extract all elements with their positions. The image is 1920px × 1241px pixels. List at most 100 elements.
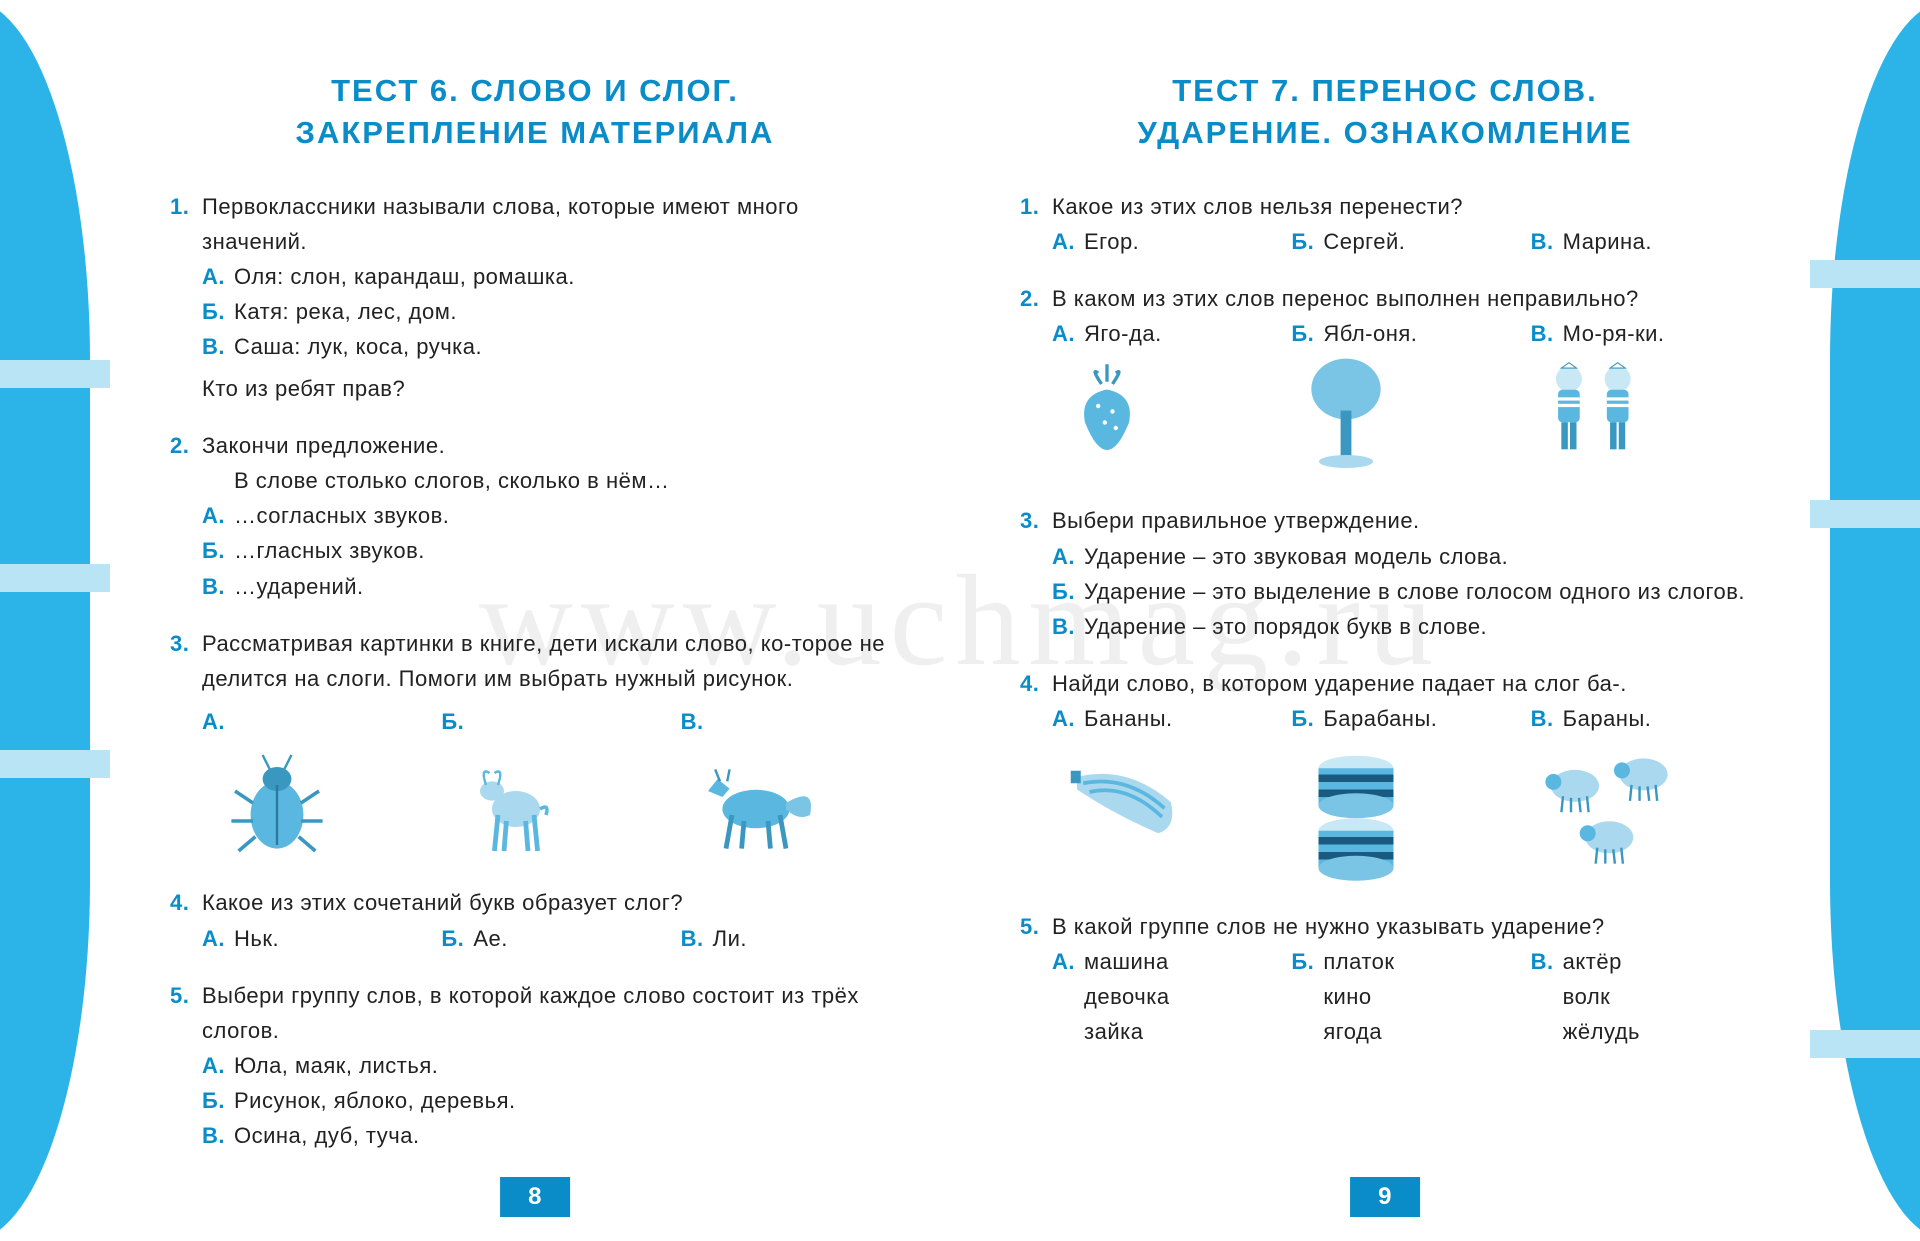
q-num: 1.: [1020, 189, 1052, 224]
opt-text: Мо-ря-ки.: [1563, 316, 1665, 351]
page-title-left: ТЕСТ 6. СЛОВО И СЛОГ. ЗАКРЕПЛЕНИЕ МАТЕРИ…: [170, 70, 900, 154]
opt-letter: Б.: [202, 1083, 234, 1118]
question-4: 4.Найди слово, в котором ударение падает…: [1020, 666, 1750, 886]
q-num: 5.: [1020, 909, 1052, 944]
opt-text: Катя: река, лес, дом.: [234, 294, 900, 329]
opt-letter: Б.: [1291, 944, 1323, 979]
q-num: 5.: [170, 978, 202, 1048]
q-body: В каком из этих слов перенос выполнен не…: [1052, 281, 1750, 316]
question-2: 2.Закончи предложение. В слове столько с…: [170, 428, 900, 604]
q-intro: В слове столько слогов, сколько в нём…: [170, 463, 900, 498]
opt-text: Ли.: [713, 921, 747, 956]
opt-text: Оля: слон, карандаш, ромашка.: [234, 259, 900, 294]
word-item: девочка: [1052, 979, 1271, 1014]
word-item: волк: [1531, 979, 1750, 1014]
opt-letter: В.: [202, 569, 234, 604]
opt-letter: А.: [1052, 224, 1084, 259]
opt-letter: Б.: [441, 704, 473, 739]
q-body: Выбери правильное утверждение.: [1052, 503, 1750, 538]
opt-letter: А.: [1052, 701, 1084, 736]
opt-letter: В.: [681, 704, 713, 739]
opt-text: …ударений.: [234, 569, 900, 604]
title-line: ТЕСТ 6. СЛОВО И СЛОГ.: [170, 70, 900, 112]
opt-text: Бараны.: [1563, 701, 1652, 736]
opt-text: Юла, маяк, листья.: [234, 1048, 900, 1083]
page-number: 9: [1350, 1177, 1420, 1217]
opt-text: Сергей.: [1323, 224, 1405, 259]
tree-icon: [1291, 351, 1401, 481]
q-num: 4.: [1020, 666, 1052, 701]
opt-letter: А.: [1052, 316, 1084, 351]
q-body: В какой группе слов не нужно указывать у…: [1052, 909, 1750, 944]
opt-letter: В.: [1531, 316, 1563, 351]
q-body: Какое из этих слов нельзя перенести?: [1052, 189, 1750, 224]
question-2: 2.В каком из этих слов перенос выполнен …: [1020, 281, 1750, 481]
opt-text: машина: [1084, 944, 1169, 979]
q-num: 4.: [170, 885, 202, 920]
question-4: 4.Какое из этих сочетаний букв образует …: [170, 885, 900, 955]
q-num: 2.: [1020, 281, 1052, 316]
opt-letter: Б.: [1291, 701, 1323, 736]
page-number: 8: [500, 1177, 570, 1217]
q-body: Найди слово, в котором ударение падает н…: [1052, 666, 1750, 701]
opt-letter: А.: [202, 1048, 234, 1083]
question-1: 1.Какое из этих слов нельзя перенести? А…: [1020, 189, 1750, 259]
title-line: УДАРЕНИЕ. ОЗНАКОМЛЕНИЕ: [1020, 112, 1750, 154]
opt-letter: Б.: [1291, 316, 1323, 351]
q-num: 1.: [170, 189, 202, 259]
q-body: Закончи предложение.: [202, 428, 900, 463]
drums-icon: [1291, 737, 1421, 887]
followup: Кто из ребят прав?: [170, 371, 900, 406]
opt-letter: Б.: [441, 921, 473, 956]
opt-text: Ударение – это порядок букв в слове.: [1084, 609, 1750, 644]
word-item: кино: [1291, 979, 1510, 1014]
goat-icon: [441, 743, 591, 863]
q-body: Выбери группу слов, в которой каждое сло…: [202, 978, 900, 1048]
opt-letter: А.: [202, 704, 234, 739]
opt-letter: В.: [202, 1118, 234, 1153]
opt-letter: В.: [681, 921, 713, 956]
sheep-icon: [1531, 737, 1691, 877]
bananas-icon: [1052, 737, 1202, 867]
question-3: 3.Выбери правильное утверждение. А.Ударе…: [1020, 503, 1750, 644]
opt-text: Осина, дуб, туча.: [234, 1118, 900, 1153]
title-line: ТЕСТ 7. ПЕРЕНОС СЛОВ.: [1020, 70, 1750, 112]
opt-text: платок: [1323, 944, 1394, 979]
opt-text: …гласных звуков.: [234, 533, 900, 568]
opt-text: Ударение – это звуковая модель слова.: [1084, 539, 1750, 574]
q-num: 3.: [1020, 503, 1052, 538]
opt-text: Ньк.: [234, 921, 279, 956]
q-body: Первоклассники называли слова, которые и…: [202, 189, 900, 259]
opt-text: Яго-да.: [1084, 316, 1162, 351]
opt-text: Барабаны.: [1323, 701, 1437, 736]
opt-letter: Б.: [1052, 574, 1084, 609]
word-item: ягода: [1291, 1014, 1510, 1049]
opt-text: Ябл-оня.: [1323, 316, 1417, 351]
question-1: 1.Первоклассники называли слова, которые…: [170, 189, 900, 406]
q-num: 3.: [170, 626, 202, 696]
opt-text: …согласных звуков.: [234, 498, 900, 533]
opt-letter: А.: [1052, 539, 1084, 574]
word-item: жёлудь: [1531, 1014, 1750, 1049]
opt-text: Егор.: [1084, 224, 1139, 259]
opt-letter: Б.: [1291, 224, 1323, 259]
opt-letter: Б.: [202, 533, 234, 568]
opt-letter: Б.: [202, 294, 234, 329]
opt-letter: А.: [1052, 944, 1084, 979]
question-3: 3.Рассматривая картинки в книге, дети ис…: [170, 626, 900, 864]
opt-text: Рисунок, яблоко, деревья.: [234, 1083, 900, 1118]
fox-icon: [681, 743, 831, 863]
opt-letter: В.: [1531, 701, 1563, 736]
strawberry-icon: [1052, 351, 1162, 461]
opt-letter: А.: [202, 259, 234, 294]
q-num: 2.: [170, 428, 202, 463]
opt-text: Ударение – это выделение в слове голосом…: [1084, 574, 1750, 609]
beetle-icon: [202, 743, 352, 863]
opt-letter: В.: [1531, 944, 1563, 979]
question-5: 5.В какой группе слов не нужно указывать…: [1020, 909, 1750, 1050]
opt-text: Марина.: [1563, 224, 1652, 259]
opt-text: актёр: [1563, 944, 1622, 979]
title-line: ЗАКРЕПЛЕНИЕ МАТЕРИАЛА: [170, 112, 900, 154]
opt-text: Ае.: [473, 921, 508, 956]
opt-letter: В.: [1052, 609, 1084, 644]
